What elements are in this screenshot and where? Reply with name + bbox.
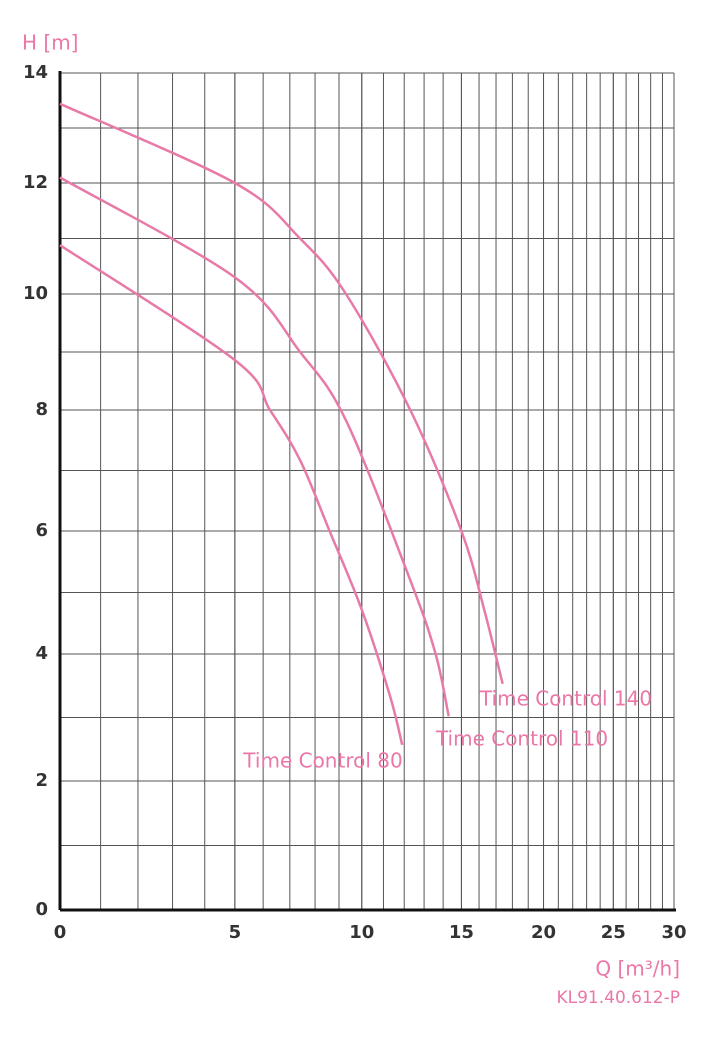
y-tick-label: 10 bbox=[23, 283, 48, 304]
curve-label: Time Control 110 bbox=[435, 727, 608, 751]
curve-label: Time Control 80 bbox=[242, 749, 402, 773]
x-tick-label: 0 bbox=[54, 922, 67, 943]
x-tick-label: 25 bbox=[601, 922, 626, 943]
curve bbox=[59, 176, 450, 717]
y-tick-label: 12 bbox=[23, 172, 48, 193]
x-tick-label: 15 bbox=[449, 922, 474, 943]
x-tick-label: 5 bbox=[229, 922, 242, 943]
x-tick-label: 20 bbox=[531, 922, 556, 943]
y-tick-label: 8 bbox=[35, 399, 48, 420]
x-tick-label: 10 bbox=[349, 922, 374, 943]
x-tick-label: 30 bbox=[661, 922, 686, 943]
y-tick-label: 6 bbox=[35, 520, 48, 541]
curve-label: Time Control 140 bbox=[479, 687, 652, 711]
y-tick-label: 4 bbox=[35, 643, 48, 664]
y-tick-label: 2 bbox=[35, 770, 48, 791]
y-axis-label: H [m] bbox=[22, 31, 78, 55]
y-tick-label: 0 bbox=[35, 899, 48, 920]
chart-code: KL91.40.612-P bbox=[556, 988, 680, 1008]
y-tick-label: 14 bbox=[23, 62, 48, 83]
curve bbox=[59, 102, 504, 685]
x-axis-label: Q [m³/h] bbox=[595, 957, 680, 981]
curve bbox=[59, 244, 404, 746]
